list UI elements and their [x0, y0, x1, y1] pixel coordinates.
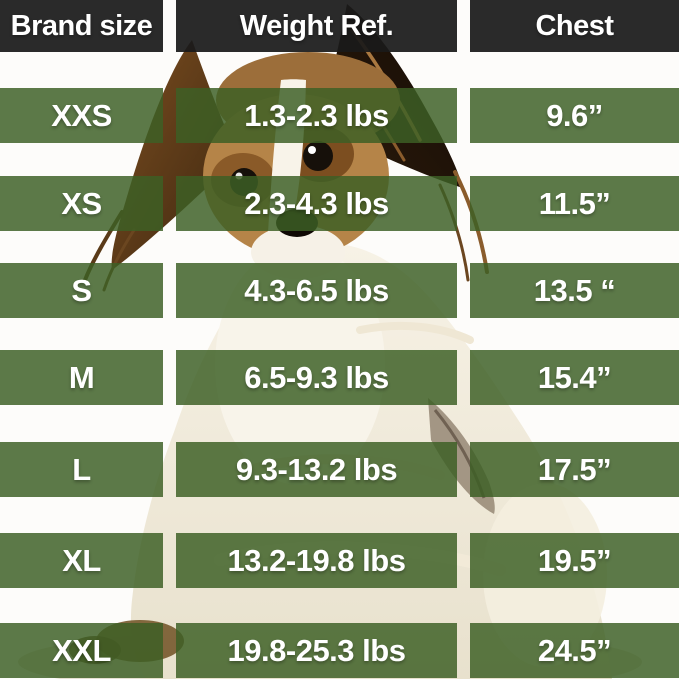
column-gap	[163, 0, 176, 52]
header-cell-weight-ref: Weight Ref.	[176, 0, 457, 52]
weight-cell: 9.3-13.2 lbs	[176, 442, 457, 497]
table-row-xs: XS 2.3-4.3 lbs 11.5”	[0, 176, 679, 231]
weight-cell: 1.3-2.3 lbs	[176, 88, 457, 143]
column-gap	[163, 350, 176, 405]
table-header-row: Brand size Weight Ref. Chest	[0, 0, 679, 52]
column-gap	[163, 263, 176, 318]
chest-cell: 15.4”	[470, 350, 679, 405]
chest-cell: 9.6”	[470, 88, 679, 143]
column-gap	[457, 442, 470, 497]
brand-size-cell: XS	[0, 176, 163, 231]
brand-size-cell: S	[0, 263, 163, 318]
header-cell-brand-size: Brand size	[0, 0, 163, 52]
weight-cell: 13.2-19.8 lbs	[176, 533, 457, 588]
table-row-m: M 6.5-9.3 lbs 15.4”	[0, 350, 679, 405]
table-row-xxs: XXS 1.3-2.3 lbs 9.6”	[0, 88, 679, 143]
weight-cell: 2.3-4.3 lbs	[176, 176, 457, 231]
header-cell-chest: Chest	[470, 0, 679, 52]
brand-size-cell: M	[0, 350, 163, 405]
brand-size-cell: XL	[0, 533, 163, 588]
chest-cell: 17.5”	[470, 442, 679, 497]
column-gap	[457, 0, 470, 52]
column-gap	[457, 88, 470, 143]
column-gap	[163, 442, 176, 497]
table-row-l: L 9.3-13.2 lbs 17.5”	[0, 442, 679, 497]
brand-size-cell: XXL	[0, 623, 163, 678]
column-gap	[457, 533, 470, 588]
column-gap	[163, 623, 176, 678]
table-row-s: S 4.3-6.5 lbs 13.5 “	[0, 263, 679, 318]
table-row-xl: XL 13.2-19.8 lbs 19.5”	[0, 533, 679, 588]
chest-cell: 24.5”	[470, 623, 679, 678]
column-gap	[457, 350, 470, 405]
column-gap	[457, 263, 470, 318]
column-gap	[457, 623, 470, 678]
weight-cell: 19.8-25.3 lbs	[176, 623, 457, 678]
chest-cell: 11.5”	[470, 176, 679, 231]
chest-cell: 19.5”	[470, 533, 679, 588]
weight-cell: 6.5-9.3 lbs	[176, 350, 457, 405]
table-row-xxl: XXL 19.8-25.3 lbs 24.5”	[0, 623, 679, 678]
column-gap	[163, 88, 176, 143]
column-gap	[457, 176, 470, 231]
column-gap	[163, 176, 176, 231]
brand-size-cell: XXS	[0, 88, 163, 143]
column-gap	[163, 533, 176, 588]
weight-cell: 4.3-6.5 lbs	[176, 263, 457, 318]
chest-cell: 13.5 “	[470, 263, 679, 318]
brand-size-cell: L	[0, 442, 163, 497]
